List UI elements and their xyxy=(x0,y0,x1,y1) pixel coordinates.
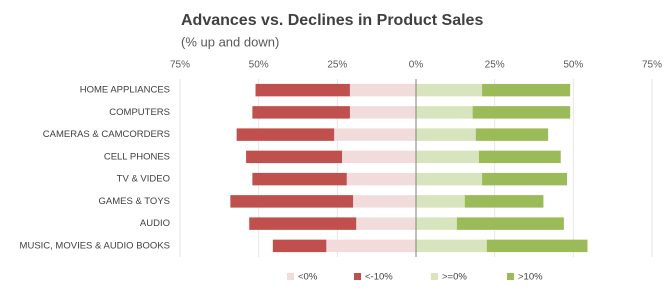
legend-swatch xyxy=(507,273,514,280)
bar-segment xyxy=(416,195,465,208)
category-label: MUSIC, MOVIES & AUDIO BOOKS xyxy=(20,240,170,251)
bar-segment xyxy=(252,172,347,186)
bar-segment xyxy=(349,83,416,97)
bar-segment xyxy=(416,217,457,230)
x-tick-label: 50% xyxy=(563,60,583,71)
bar-segment xyxy=(478,150,561,164)
bar-segment xyxy=(464,195,544,208)
bar-segment xyxy=(416,172,483,186)
legend-label: <-10% xyxy=(365,272,393,283)
bar-segment xyxy=(249,217,357,230)
legend-swatch xyxy=(354,273,361,280)
bar-segment xyxy=(416,83,483,97)
legend-label: <0% xyxy=(298,272,318,283)
x-tick-label: 25% xyxy=(485,60,505,71)
bar-segment xyxy=(486,239,588,253)
category-label: TV & VIDEO xyxy=(117,174,170,185)
bar-segment xyxy=(326,239,416,253)
bar-segment xyxy=(272,239,327,253)
bar-segment xyxy=(356,217,416,230)
bar-segment xyxy=(482,172,568,186)
category-label: CAMERAS & CAMCORDERS xyxy=(43,129,170,140)
x-tick-label: 50% xyxy=(249,60,269,71)
legend-label: >=0% xyxy=(442,272,467,283)
bar-segment xyxy=(346,172,416,186)
bar-segment xyxy=(246,150,343,164)
bar-segment xyxy=(353,195,416,208)
bar-segment xyxy=(472,106,571,119)
x-tick-label: 0% xyxy=(409,60,424,71)
bar-segment xyxy=(456,217,564,230)
bar-segment xyxy=(416,106,473,119)
chart-subtitle: (% up and down) xyxy=(181,34,279,49)
bar-segment xyxy=(230,195,354,208)
category-label: AUDIO xyxy=(140,218,170,229)
category-label: CELL PHONES xyxy=(104,151,170,162)
category-label: HOME APPLIANCES xyxy=(80,85,170,96)
bar-segment xyxy=(416,150,479,164)
legend-label: >10% xyxy=(518,272,543,283)
bar-segment xyxy=(334,128,416,141)
x-tick-label: 75% xyxy=(170,60,190,71)
chart-title: Advances vs. Declines in Product Sales xyxy=(181,12,483,29)
legend-swatch xyxy=(431,273,438,280)
bar-segment xyxy=(349,106,416,119)
bar-segment xyxy=(482,83,571,97)
bar-segment xyxy=(416,239,487,253)
legend-swatch xyxy=(287,273,294,280)
bar-segment xyxy=(416,128,476,141)
bar-segment xyxy=(236,128,335,141)
bar-segment xyxy=(342,150,416,164)
bar-segment xyxy=(252,106,350,119)
bar-segment xyxy=(255,83,350,97)
x-tick-label: 25% xyxy=(327,60,347,71)
bar-segment xyxy=(475,128,549,141)
category-label: COMPUTERS xyxy=(109,107,170,118)
x-tick-label: 75% xyxy=(642,60,662,71)
category-label: GAMES & TOYS xyxy=(99,196,170,207)
